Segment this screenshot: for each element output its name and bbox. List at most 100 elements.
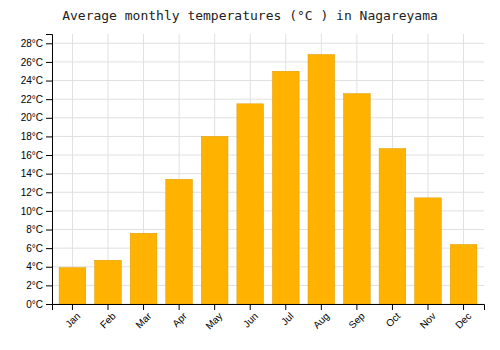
bar [237, 104, 264, 304]
grid-line [52, 155, 484, 156]
tick: Jul [279, 304, 296, 327]
tick-label: 18°C [21, 131, 43, 142]
tick: 8°C [26, 224, 52, 235]
bar [130, 233, 157, 304]
tick-mark [356, 304, 357, 310]
tick-label: 4°C [26, 261, 43, 272]
tick-mark [46, 81, 52, 82]
tick: 2°C [26, 280, 52, 291]
bar [415, 198, 442, 304]
grid-line [72, 34, 73, 304]
x-axis: Jan Feb Mar Apr May Jun Jul Aug Sep Oct Nov Dec [53, 304, 485, 332]
tick: Mar [133, 304, 153, 330]
bar [272, 71, 299, 304]
grid-line [52, 117, 484, 118]
bar [59, 268, 86, 304]
tick-mark [108, 304, 109, 310]
tick: Nov [418, 304, 438, 331]
tick-mark [46, 118, 52, 119]
tick-label: 26°C [21, 57, 43, 68]
tick-mark [46, 62, 52, 63]
tick-label: Sep [346, 310, 367, 331]
tick: Jan [63, 304, 82, 330]
axis-line [46, 35, 53, 305]
tick-label: Oct [384, 310, 403, 329]
tick-label: Mar [133, 310, 153, 330]
y-axis: 0°C 2°C 4°C 6°C 8°C 10°C 12°C 14°C 16°C 18°C 20°C 2… [21, 35, 53, 310]
tick-mark [46, 230, 52, 231]
tick-mark [46, 211, 52, 212]
tick: May [203, 304, 224, 332]
tick-label: May [203, 310, 224, 331]
tick-mark [250, 304, 251, 310]
bar [379, 149, 406, 304]
tick: Apr [170, 304, 189, 329]
bar [344, 94, 371, 304]
tick-mark [463, 304, 464, 310]
tick-label: Nov [418, 310, 438, 330]
tick-label: Jul [279, 310, 296, 327]
bar [95, 260, 122, 304]
chart-svg: 0°C 2°C 4°C 6°C 8°C 10°C 12°C 14°C 16°C 18°C 20°C 2… [0, 0, 500, 350]
bars [59, 54, 477, 304]
tick-mark [321, 304, 322, 310]
chart-container: 0°C 2°C 4°C 6°C 8°C 10°C 12°C 14°C 16°C 18°C 20°C 2… [0, 0, 500, 350]
tick-label: 0°C [26, 299, 43, 310]
tick: Aug [311, 304, 331, 331]
grid-line [52, 99, 484, 100]
tick-label: 20°C [21, 112, 43, 123]
tick-mark [285, 304, 286, 310]
title: Average monthly temperatures (°C ) in Na… [62, 8, 438, 23]
bar [450, 244, 477, 304]
tick: 26°C [21, 57, 52, 68]
tick: 16°C [21, 150, 52, 161]
tick: 0°C [26, 299, 52, 310]
tick-mark [46, 285, 52, 286]
tick-mark [428, 304, 429, 310]
tick-label: 2°C [26, 280, 43, 291]
grid-line [52, 173, 484, 174]
plot-area: 0°C 2°C 4°C 6°C 8°C 10°C 12°C 14°C 16°C 18°C 20°C 2… [21, 34, 485, 332]
tick-mark [179, 304, 180, 310]
grid-line [52, 43, 484, 44]
tick: Jun [241, 304, 260, 330]
axis-line [53, 305, 485, 311]
tick: 18°C [21, 131, 52, 142]
tick: 14°C [21, 168, 52, 179]
tick-label: 6°C [26, 243, 43, 254]
tick-label: 8°C [26, 224, 43, 235]
tick: 22°C [21, 94, 52, 105]
grid-line [52, 136, 484, 137]
tick-label: 22°C [21, 94, 43, 105]
tick: 12°C [21, 187, 52, 198]
bar [201, 136, 228, 304]
tick-mark [46, 43, 52, 44]
grid-line [52, 192, 484, 193]
tick-mark [46, 174, 52, 175]
tick-mark [46, 192, 52, 193]
tick-mark [214, 304, 215, 310]
tick: 24°C [21, 75, 52, 86]
bar [166, 179, 193, 304]
tick-mark [392, 304, 393, 310]
tick-label: Jan [63, 310, 82, 329]
tick: 28°C [21, 38, 52, 49]
tick: 6°C [26, 243, 52, 254]
tick: Oct [384, 304, 403, 329]
tick-mark [46, 155, 52, 156]
tick: Dec [453, 304, 473, 331]
tick-label: 12°C [21, 187, 43, 198]
tick-mark [46, 267, 52, 268]
grid [52, 34, 484, 304]
tick-label: 24°C [21, 75, 43, 86]
tick-mark [46, 99, 52, 100]
tick: Feb [98, 304, 118, 330]
tick: 10°C [21, 206, 52, 217]
bar [308, 54, 335, 304]
grid-line [52, 61, 484, 62]
tick-label: Apr [170, 310, 189, 329]
tick-mark [72, 304, 73, 310]
tick-label: Aug [311, 310, 331, 330]
tick-label: Dec [453, 310, 473, 330]
tick: 4°C [26, 261, 52, 272]
